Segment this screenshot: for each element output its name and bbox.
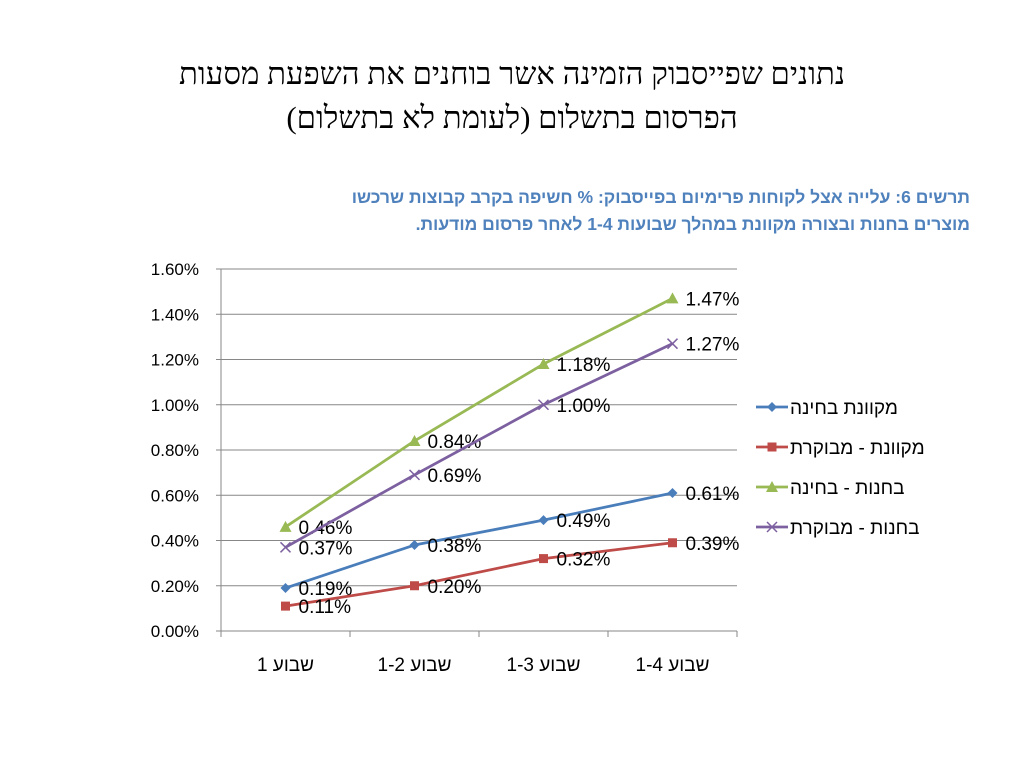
data-label: 0.19% <box>299 579 353 600</box>
data-point-marker <box>409 540 420 551</box>
y-tick-label: 1.00% <box>151 396 199 415</box>
data-point-marker <box>668 538 677 548</box>
series-line-3 <box>284 297 674 529</box>
data-label: 0.32% <box>557 550 611 571</box>
data-label: 0.39% <box>686 534 740 555</box>
legend-swatch-marker <box>766 481 778 492</box>
legend-label: בחנות - בחינה <box>790 478 904 499</box>
data-point-marker <box>538 515 549 526</box>
series-line-4 <box>284 342 674 549</box>
slide-title: נתונים שפייסבוק הזמינה אשר בוחנים את השפ… <box>60 52 964 140</box>
slide-title-line-2: הפרסום בתשלום (לעומת לא בתשלום) <box>286 100 738 135</box>
legend-label: בחנות - מבוקרת <box>790 518 919 539</box>
x-marker-stroke <box>408 469 421 481</box>
y-tick-label: 0.20% <box>151 577 199 596</box>
data-label: 0.69% <box>428 466 482 487</box>
data-point-marker <box>279 520 292 532</box>
y-tick-label: 0.60% <box>151 486 199 505</box>
legend-swatch-marker <box>766 521 778 533</box>
x-tick-label: שבוע 1 <box>257 655 314 676</box>
data-point-marker <box>667 487 678 498</box>
legend-label: מקוונת - מבוקרת <box>790 438 925 459</box>
data-point-marker <box>408 469 421 481</box>
y-tick-label: 1.20% <box>151 351 199 370</box>
chart-caption: תרשים 6: עלייה אצל לקוחות פרימיום בפייסב… <box>130 184 970 238</box>
data-label: 1.27% <box>686 335 740 356</box>
x-marker-stroke <box>766 521 778 533</box>
data-point-marker <box>537 358 550 370</box>
data-label: 0.38% <box>428 536 482 557</box>
chart-caption-line-1: תרשים 6: עלייה אצל לקוחות פרימיום בפייסב… <box>351 187 970 207</box>
y-tick-label: 0.80% <box>151 441 199 460</box>
x-tick-label: שבוע 1-2 <box>378 655 452 676</box>
x-marker-stroke <box>537 399 550 411</box>
data-point-marker <box>279 541 292 553</box>
y-tick-label: 0.40% <box>151 532 199 551</box>
y-tick-label: 1.40% <box>151 305 199 324</box>
chart-caption-line-2: מוצרים בחנות ובצורה מקוונת במהלך שבועות … <box>415 214 970 234</box>
data-point-marker <box>280 583 291 594</box>
x-marker-stroke <box>666 338 679 350</box>
data-label: 1.18% <box>557 355 611 376</box>
data-point-marker <box>281 601 290 611</box>
data-label: 0.49% <box>557 511 611 532</box>
y-tick-label: 0.00% <box>151 622 199 641</box>
data-label: 0.61% <box>686 484 740 505</box>
legend-swatch-marker <box>767 442 777 452</box>
data-label: 0.84% <box>428 432 482 453</box>
series-line-2 <box>285 541 673 608</box>
data-point-marker <box>666 338 679 350</box>
series-line-1 <box>285 491 673 590</box>
legend-label: מקוונת בחינה <box>790 398 898 419</box>
data-point-marker <box>408 434 421 446</box>
data-point-marker <box>539 554 548 564</box>
data-point-marker <box>666 292 679 304</box>
x-tick-label: שבוע 1-3 <box>507 655 581 676</box>
x-tick-label: שבוע 1-4 <box>636 655 710 676</box>
data-label: 0.20% <box>428 577 482 598</box>
data-label: 0.11% <box>299 597 352 618</box>
data-point-marker <box>410 581 419 591</box>
legend-swatch-marker <box>767 402 777 412</box>
data-label: 1.47% <box>686 289 740 310</box>
y-tick-label: 1.60% <box>151 260 199 279</box>
data-point-marker <box>537 399 550 411</box>
x-marker-stroke <box>279 541 292 553</box>
slide-title-line-1: נתונים שפייסבוק הזמינה אשר בוחנים את השפ… <box>178 56 846 91</box>
data-label: 0.37% <box>299 538 353 559</box>
data-label: 1.00% <box>557 396 611 417</box>
